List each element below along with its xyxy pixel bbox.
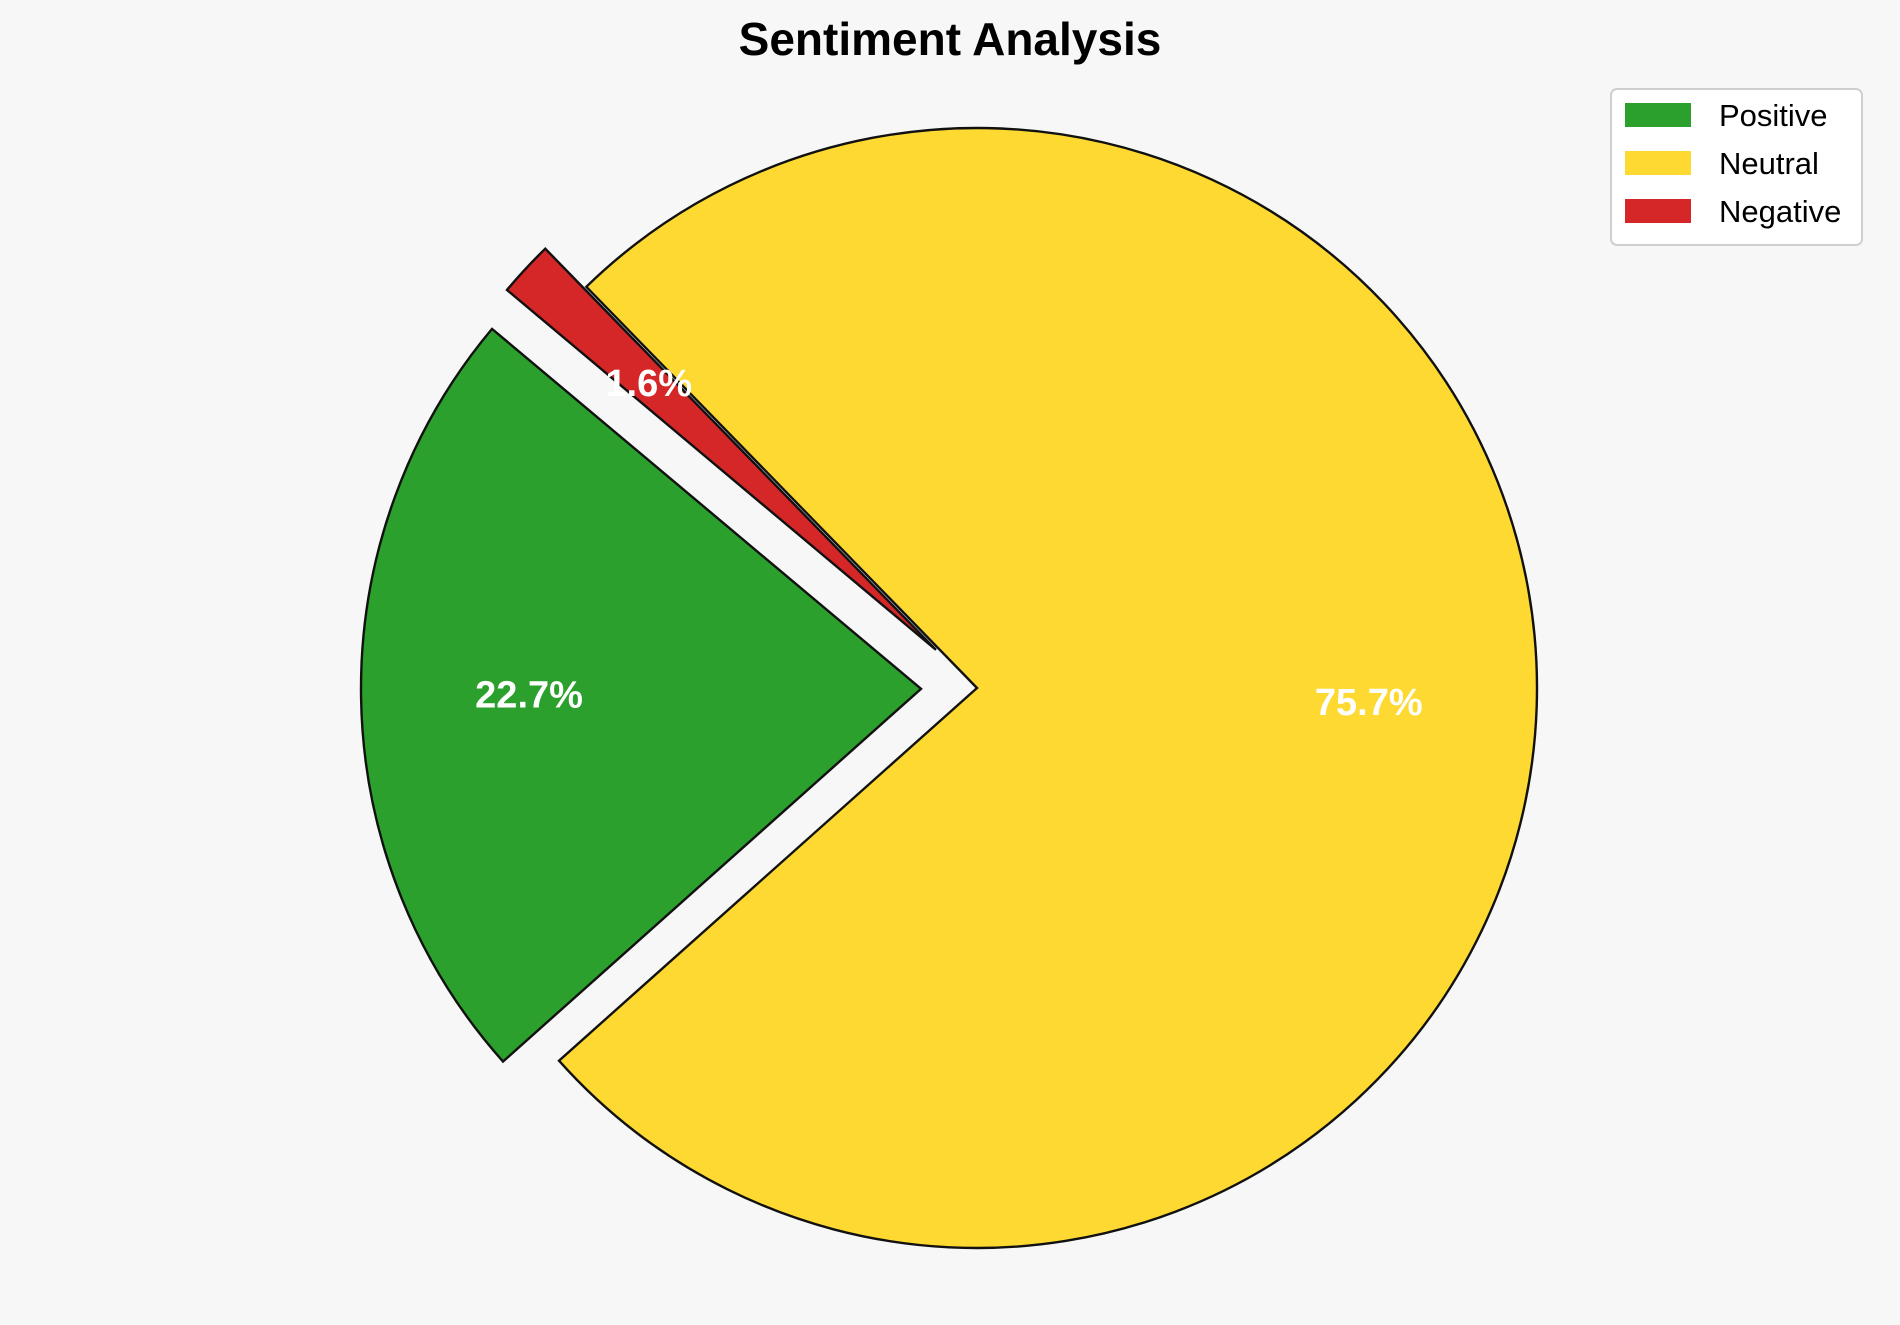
slice-label-positive: 22.7% bbox=[475, 675, 583, 717]
legend-label-positive: Positive bbox=[1719, 98, 1828, 133]
pie-slice-negative bbox=[505, 247, 937, 651]
slice-labels: 22.7% 75.7% 1.6% bbox=[475, 363, 1422, 724]
legend-swatch-neutral bbox=[1625, 151, 1691, 175]
pie-slice-neutral bbox=[557, 126, 1539, 1250]
legend-swatch-negative bbox=[1625, 199, 1691, 223]
legend: Positive Neutral Negative bbox=[1610, 88, 1863, 246]
legend-label-negative: Negative bbox=[1719, 194, 1841, 229]
chart-title: Sentiment Analysis bbox=[739, 13, 1162, 65]
slice-label-negative: 1.6% bbox=[605, 363, 692, 405]
pie-slice-positive bbox=[359, 327, 923, 1064]
legend-swatch-positive bbox=[1625, 103, 1691, 127]
legend-label-neutral: Neutral bbox=[1719, 146, 1819, 181]
slice-label-neutral: 75.7% bbox=[1315, 682, 1423, 724]
pie-slices bbox=[359, 126, 1539, 1250]
